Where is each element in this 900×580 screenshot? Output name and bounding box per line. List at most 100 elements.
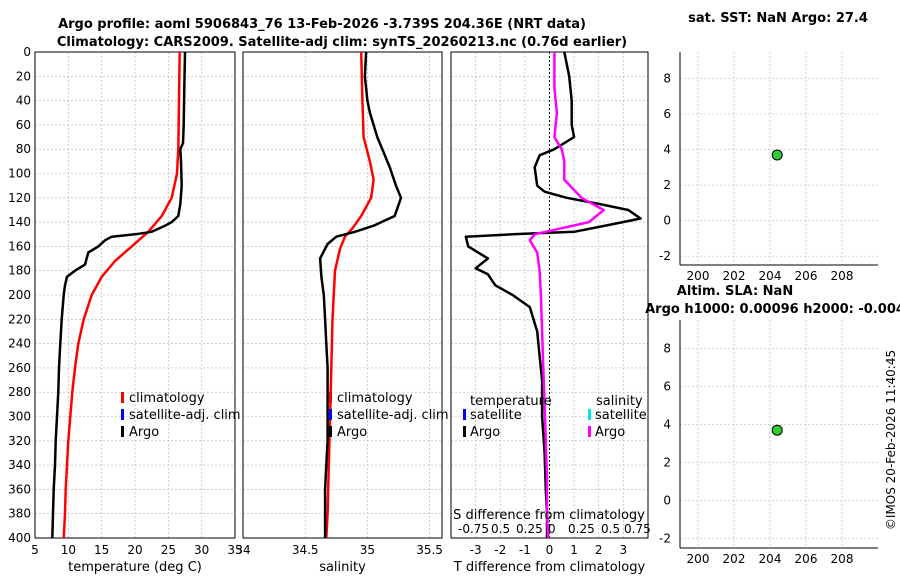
sla-xtick-label: 200 (687, 552, 710, 566)
salinity-series-argo (318, 51, 403, 538)
depth-tick-label: 380 (8, 507, 31, 521)
salinity-legend-swatch (329, 392, 332, 403)
difference-xtick-label: 2 (595, 543, 603, 557)
depth-tick-label: 360 (8, 482, 31, 496)
imos-stamp: ©IMOS 20-Feb-2026 11:40:45 (884, 350, 898, 530)
salinity-series-climatology (325, 51, 375, 539)
diff-s-tick-label: 0.5 (601, 522, 620, 536)
depth-tick-label: 100 (8, 167, 31, 181)
depth-tick-label: 60 (16, 118, 31, 132)
depth-tick-label: 400 (8, 531, 31, 545)
sla-ytick-label: 0 (663, 494, 671, 508)
temperature-legend-label: climatology (129, 391, 205, 406)
temperature-xlabel: temperature (deg C) (68, 560, 202, 575)
sla-ytick-label: -2 (659, 532, 671, 546)
diff-s-xlabel: S difference from climatology (453, 508, 645, 523)
sla-title2: Argo h1000: 0.00096 h2000: -0.004 (645, 302, 900, 317)
sst-ytick-label: 0 (663, 214, 671, 228)
temperature-legend-swatch (121, 409, 124, 420)
difference-xlabel: T difference from climatology (453, 560, 646, 575)
diff-legend-label: satellite (470, 408, 522, 423)
sla-point (771, 424, 783, 436)
salinity-xtick-label: 35 (360, 543, 375, 557)
temperature-xtick-label: 30 (194, 543, 209, 557)
salinity-xtick-label: 35.5 (416, 543, 443, 557)
sst-ytick-label: 2 (663, 178, 671, 192)
sst-xtick-label: 200 (687, 269, 710, 283)
depth-tick-label: 280 (8, 385, 31, 399)
temperature-xtick-label: 35 (227, 543, 242, 557)
diff-legend-swatch (463, 409, 466, 420)
difference-series-s-argo (528, 52, 605, 539)
difference-xtick-label: 3 (620, 543, 628, 557)
depth-tick-label: 260 (8, 361, 31, 375)
diff-legend-swatch (463, 426, 466, 437)
difference-xtick-label: -3 (470, 543, 482, 557)
diff-legend-label: Argo (595, 425, 625, 440)
salinity-xtick-label: 34.5 (292, 543, 319, 557)
depth-tick-label: 20 (16, 69, 31, 83)
sst-ytick-label: 6 (663, 107, 671, 121)
depth-tick-label: 340 (8, 458, 31, 472)
sst-xtick-label: 202 (723, 269, 746, 283)
sst-ytick-label: 4 (663, 143, 671, 157)
diff-s-tick-label: 0 (548, 522, 556, 536)
salinity-xtick-label: 34 (235, 543, 250, 557)
depth-tick-label: 0 (23, 45, 31, 59)
diff-s-tick-label: 0.5 (491, 522, 510, 536)
salinity-frame (242, 51, 443, 539)
salinity-legend-label: satellite-adj. clim (337, 408, 449, 423)
temperature-frame (34, 51, 236, 539)
sla-ytick-label: 2 (663, 456, 671, 470)
depth-tick-label: 40 (16, 94, 31, 108)
sst-title: sat. SST: NaN Argo: 27.4 (688, 11, 868, 26)
sst-xtick-label: 204 (759, 269, 782, 283)
sst-point (771, 149, 783, 161)
salinity-legend-swatch (329, 426, 332, 437)
depth-tick-label: 140 (8, 215, 31, 229)
salinity-xlabel: salinity (319, 560, 366, 575)
diff-s-tick-label: 0.25 (568, 522, 595, 536)
sla-xtick-label: 206 (795, 552, 818, 566)
temperature-legend-label: satellite-adj. clim (129, 408, 241, 423)
depth-tick-label: 200 (8, 288, 31, 302)
title-line2: Climatology: CARS2009. Satellite-adj cli… (57, 35, 627, 50)
plots-layer: 0204060801001201401601802002202402602803… (8, 45, 878, 575)
temperature-xtick-label: 25 (161, 543, 176, 557)
difference-xtick-label: -2 (494, 543, 506, 557)
sla-ytick-label: 8 (663, 342, 671, 356)
temperature-legend-swatch (121, 426, 124, 437)
temperature-series-climatology (62, 51, 181, 539)
depth-tick-label: 160 (8, 239, 31, 253)
sst-ytick-label: -2 (659, 249, 671, 263)
difference-xtick-label: -1 (519, 543, 531, 557)
difference-xtick-label: 0 (546, 543, 554, 557)
sst-xtick-label: 208 (831, 269, 854, 283)
diff-legend-sal-title: salinity (596, 394, 643, 409)
sla-title1: Altim. SLA: NaN (677, 284, 793, 299)
diff-legend-swatch (588, 409, 591, 420)
depth-tick-label: 320 (8, 434, 31, 448)
sst-xtick-label: 206 (795, 269, 818, 283)
diff-legend-label: satellite (595, 408, 647, 423)
diff-legend-label: Argo (470, 425, 500, 440)
temperature-legend-label: Argo (129, 425, 159, 440)
depth-tick-label: 300 (8, 410, 31, 424)
difference-series-t-argo (464, 51, 642, 538)
diff-legend-temp-title: temperature (470, 394, 552, 409)
sla-xtick-label: 202 (723, 552, 746, 566)
depth-tick-label: 120 (8, 191, 31, 205)
salinity-legend-label: Argo (337, 425, 367, 440)
salinity-legend-label: climatology (337, 391, 413, 406)
depth-tick-label: 220 (8, 312, 31, 326)
difference-xtick-label: 1 (570, 543, 578, 557)
diff-s-tick-label: 0.25 (516, 522, 543, 536)
temperature-xtick-label: 20 (127, 543, 142, 557)
depth-tick-label: 80 (16, 142, 31, 156)
sla-xtick-label: 204 (759, 552, 782, 566)
temperature-xtick-label: 5 (31, 543, 39, 557)
depth-tick-label: 240 (8, 337, 31, 351)
temperature-xtick-label: 15 (94, 543, 109, 557)
sst-ytick-label: 8 (663, 72, 671, 86)
